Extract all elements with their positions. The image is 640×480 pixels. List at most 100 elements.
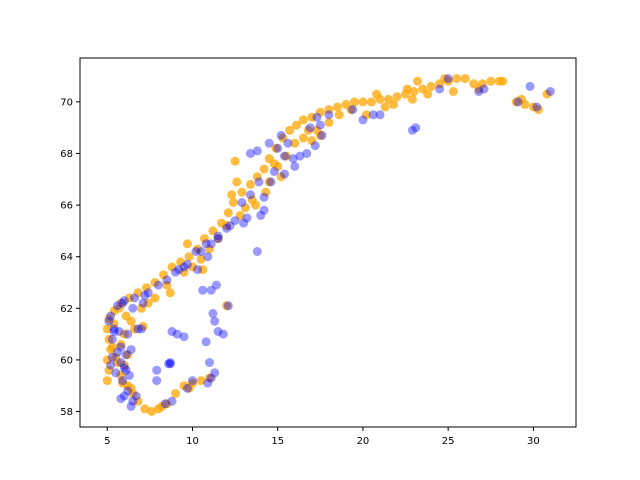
y-axis: 58 60 62 64 66 68 70 bbox=[60, 97, 80, 418]
scatter-point-s0-69 bbox=[235, 210, 245, 220]
scatter-point-s0-104 bbox=[448, 87, 458, 96]
scatter-point-s0-92 bbox=[196, 376, 206, 386]
scatter-point-s0-81 bbox=[119, 360, 129, 370]
scatter-point-s0-74 bbox=[162, 280, 172, 290]
x-tick-label: 30 bbox=[527, 436, 540, 447]
scatter-point-s1-18 bbox=[171, 267, 180, 277]
x-axis: 5 10 15 20 25 30 bbox=[104, 427, 540, 447]
scatter-point-s0-4 bbox=[104, 334, 114, 344]
scatter-point-s0-43 bbox=[392, 92, 402, 102]
scatter-point-s1-73 bbox=[201, 337, 211, 347]
scatter-point-s1-23 bbox=[222, 223, 232, 233]
scatter-point-s0-11 bbox=[142, 283, 151, 293]
scatter-point-s1-46 bbox=[245, 149, 255, 158]
scatter-point-s0-76 bbox=[136, 303, 146, 313]
scatter-point-s1-31 bbox=[252, 247, 262, 256]
scatter-point-s0-101 bbox=[346, 105, 356, 115]
scatter-point-s1-49 bbox=[237, 198, 247, 207]
y-tick-label: 62 bbox=[60, 304, 73, 315]
scatter-point-s1-50 bbox=[358, 115, 368, 125]
scatter-point-s1-28 bbox=[266, 177, 276, 187]
x-tick-label: 15 bbox=[271, 436, 284, 447]
scatter-point-s0-102 bbox=[389, 99, 399, 109]
scatter-point-s0-39 bbox=[358, 97, 368, 107]
scatter-point-s0-34 bbox=[315, 107, 325, 117]
scatter-point-s1-91 bbox=[133, 324, 143, 334]
scatter-point-s0-75 bbox=[150, 293, 160, 303]
y-tick-label: 64 bbox=[60, 252, 73, 263]
scatter-point-s0-16 bbox=[184, 252, 194, 262]
scatter-point-s1-110 bbox=[109, 327, 119, 336]
scatter-point-s1-109 bbox=[118, 298, 128, 308]
scatter-point-s0-97 bbox=[138, 321, 148, 331]
scatter-point-s1-21 bbox=[201, 239, 211, 249]
scatter-point-s0-130 bbox=[542, 89, 552, 99]
scatter-point-s1-40 bbox=[324, 110, 334, 120]
scatter-point-s1-34 bbox=[288, 154, 298, 164]
scatter-point-s1-101 bbox=[225, 221, 235, 231]
scatter-point-s0-132 bbox=[251, 200, 261, 210]
scatter-point-s1-54 bbox=[411, 123, 421, 133]
scatter-point-s1-44 bbox=[269, 167, 279, 176]
scatter-point-s0-122 bbox=[109, 319, 119, 329]
scatter-point-s1-15 bbox=[143, 288, 153, 298]
scatter-point-s1-118 bbox=[305, 123, 315, 133]
scatter-point-s0-100 bbox=[303, 125, 313, 135]
scatter-point-s0-106 bbox=[440, 74, 450, 84]
scatter-point-s0-22 bbox=[228, 198, 238, 207]
scatter-point-s0-15 bbox=[176, 257, 186, 267]
scatter-point-s1-74 bbox=[205, 358, 214, 367]
scatter-point-s0-65 bbox=[281, 151, 291, 161]
scatter-point-s1-59 bbox=[532, 102, 542, 112]
scatter-point-s1-35 bbox=[295, 151, 305, 161]
scatter-point-s0-2 bbox=[102, 355, 112, 365]
scatter-point-s0-93 bbox=[205, 373, 214, 383]
scatter-point-s1-39 bbox=[312, 112, 322, 122]
scatter-point-s1-1 bbox=[109, 324, 119, 334]
scatter-point-s1-24 bbox=[230, 216, 240, 226]
scatter-point-s0-71 bbox=[213, 234, 223, 244]
scatter-point-s1-37 bbox=[310, 141, 320, 151]
scatter-point-s1-22 bbox=[213, 234, 223, 244]
scatter-point-s0-134 bbox=[276, 172, 286, 182]
scatter-point-s0-96 bbox=[130, 324, 139, 334]
scatter-point-s1-112 bbox=[123, 329, 133, 339]
scatter-point-s1-116 bbox=[106, 360, 116, 370]
scatter-point-s1-105 bbox=[182, 259, 192, 269]
scatter-point-s0-113 bbox=[205, 244, 214, 254]
scatter-point-s0-59 bbox=[534, 105, 543, 115]
scatter-point-s0-79 bbox=[116, 339, 126, 349]
scatter-point-s0-123 bbox=[113, 358, 122, 367]
scatter-point-s0-127 bbox=[157, 401, 167, 411]
scatter-point-s1-62 bbox=[443, 74, 453, 84]
scatter-point-s1-56 bbox=[479, 84, 489, 94]
scatter-point-s0-51 bbox=[460, 74, 470, 84]
scatter-point-s1-81 bbox=[160, 399, 170, 409]
scatter-point-s1-117 bbox=[375, 110, 385, 120]
scatter-point-s1-26 bbox=[245, 190, 255, 200]
scatter-point-s1-96 bbox=[131, 391, 141, 401]
scatter-point-s0-108 bbox=[372, 89, 382, 99]
scatter-point-s1-80 bbox=[167, 396, 177, 406]
scatter-point-s1-41 bbox=[276, 130, 286, 140]
scatter-point-s0-23 bbox=[237, 187, 247, 197]
scatter-point-s1-106 bbox=[174, 265, 184, 275]
scatter-point-s0-103 bbox=[423, 89, 433, 99]
scatter-point-s0-67 bbox=[264, 177, 274, 187]
scatter-point-s1-29 bbox=[256, 210, 266, 220]
scatter-point-s1-5 bbox=[111, 368, 121, 378]
scatter-point-s1-10 bbox=[106, 311, 116, 321]
scatter-point-s1-25 bbox=[239, 218, 249, 228]
scatter-point-s0-112 bbox=[240, 203, 250, 213]
scatter-point-s1-77 bbox=[203, 378, 213, 388]
scatter-point-s0-133 bbox=[261, 187, 271, 197]
scatter-point-s0-12 bbox=[150, 278, 160, 287]
scatter-point-s1-79 bbox=[182, 383, 192, 393]
scatter-point-s0-82 bbox=[116, 370, 126, 380]
scatter-point-s1-55 bbox=[474, 87, 484, 96]
scatter-point-s1-60 bbox=[545, 87, 555, 96]
scatter-point-s1-16 bbox=[153, 280, 163, 290]
plot-frame bbox=[79, 57, 577, 428]
x-tick-label: 5 bbox=[104, 436, 110, 447]
scatter-point-s0-28 bbox=[271, 143, 281, 153]
